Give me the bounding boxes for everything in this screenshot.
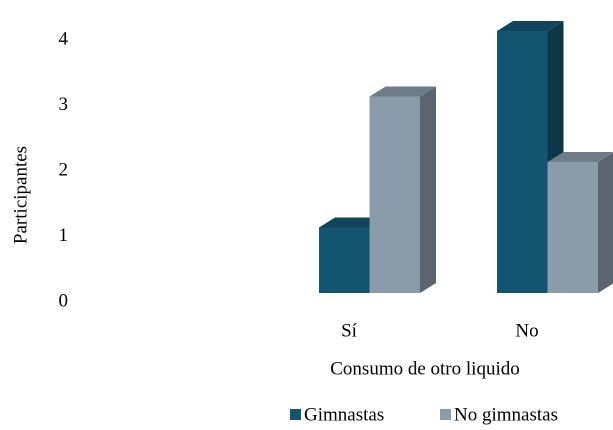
x-tick-label: No	[515, 320, 538, 341]
bar-top	[547, 152, 613, 162]
bar	[369, 86, 436, 293]
y-tick-label: 3	[59, 94, 69, 115]
legend-label: Gimnastas	[304, 404, 384, 425]
legend-swatch	[290, 409, 301, 420]
bar-front	[497, 31, 548, 293]
y-tick-label: 1	[59, 225, 69, 246]
bar-front	[547, 162, 598, 293]
y-axis-label: Participantes	[10, 146, 31, 244]
x-axis-label: Consumo de otro liquido	[330, 358, 519, 379]
bar-top	[369, 86, 436, 97]
bar-side	[420, 86, 436, 293]
legend-label: No gimnastas	[454, 404, 558, 425]
bar	[497, 21, 564, 293]
x-tick-label: Sí	[341, 320, 358, 341]
bar-front	[369, 96, 420, 293]
bar-top	[497, 21, 564, 31]
y-tick-label: 2	[59, 159, 69, 180]
bar	[547, 152, 613, 293]
legend-swatch	[440, 409, 451, 420]
y-tick-label: 0	[59, 290, 69, 311]
bar-top	[319, 217, 386, 228]
bar-side	[598, 152, 613, 293]
y-tick-label: 4	[59, 28, 69, 49]
bar-front	[319, 227, 370, 293]
